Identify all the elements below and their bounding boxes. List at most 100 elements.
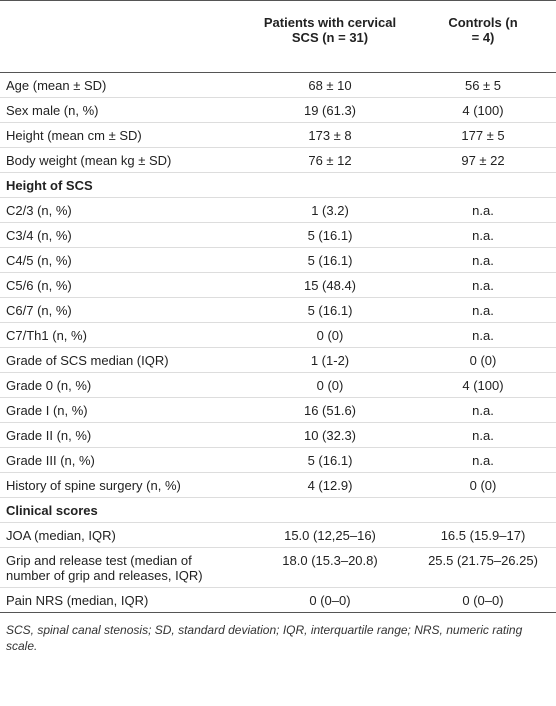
table-row: C4/5 (n, %) 5 (16.1) n.a. (0, 247, 556, 273)
patients-value: 15 (48.4) (303, 278, 357, 293)
patients-cell: 68 ± 10 (250, 72, 410, 98)
controls-value: 4 (100) (462, 378, 504, 393)
row-label: C3/4 (n, %) (6, 228, 72, 243)
row-label-cell: Sex male (n, %) (0, 97, 250, 123)
table-row: Grip and release test (median of number … (0, 547, 556, 588)
row-label: C4/5 (n, %) (6, 253, 72, 268)
header-cell (0, 0, 250, 73)
patients-cell: 5 (16.1) (250, 222, 410, 248)
row-label-cell: Grip and release test (median of number … (0, 547, 250, 588)
patients-cell: 0 (0) (250, 322, 410, 348)
data-table: Patients with cervical SCS (n = 31) Cont… (0, 0, 556, 613)
patients-value: 0 (0) (316, 378, 344, 393)
header-controls: Controls (n = 4) (448, 15, 518, 45)
row-label: Height (mean cm ± SD) (6, 128, 142, 143)
controls-cell: 4 (100) (410, 97, 556, 123)
patients-cell: 15.0 (12,25–16) (250, 522, 410, 548)
controls-value: 56 ± 5 (464, 78, 502, 93)
row-label: C5/6 (n, %) (6, 278, 72, 293)
patients-value: 0 (0) (316, 328, 344, 343)
patients-value: 76 ± 12 (308, 153, 352, 168)
row-label: C2/3 (n, %) (6, 203, 72, 218)
table-row: Sex male (n, %) 19 (61.3) 4 (100) (0, 97, 556, 123)
row-label-cell: C4/5 (n, %) (0, 247, 250, 273)
row-label: C7/Th1 (n, %) (6, 328, 87, 343)
table-row: Height (mean cm ± SD) 173 ± 8 177 ± 5 (0, 122, 556, 148)
table-row: Grade II (n, %) 10 (32.3) n.a. (0, 422, 556, 448)
patients-value: 5 (16.1) (307, 228, 353, 243)
table-row: Grade III (n, %) 5 (16.1) n.a. (0, 447, 556, 473)
patients-cell: 173 ± 8 (250, 122, 410, 148)
header-cell: Controls (n = 4) (410, 0, 556, 73)
patients-cell: 5 (16.1) (250, 297, 410, 323)
row-label-cell: C7/Th1 (n, %) (0, 322, 250, 348)
row-label: C6/7 (n, %) (6, 303, 72, 318)
controls-cell: 4 (100) (410, 372, 556, 398)
row-label-cell: Height (mean cm ± SD) (0, 122, 250, 148)
patients-cell: 15 (48.4) (250, 272, 410, 298)
row-label-cell: Grade III (n, %) (0, 447, 250, 473)
table-row: Pain NRS (median, IQR) 0 (0–0) 0 (0–0) (0, 587, 556, 613)
row-label-cell: C6/7 (n, %) (0, 297, 250, 323)
table-row: C7/Th1 (n, %) 0 (0) n.a. (0, 322, 556, 348)
row-label-cell: Body weight (mean kg ± SD) (0, 147, 250, 173)
patients-cell: 10 (32.3) (250, 422, 410, 448)
table-body: Age (mean ± SD) 68 ± 10 56 ± 5 Sex male (n,… (0, 72, 556, 613)
row-label: JOA (median, IQR) (6, 528, 116, 543)
patients-value: 173 ± 8 (308, 128, 352, 143)
row-label-cell: Pain NRS (median, IQR) (0, 587, 250, 613)
patients-value: 5 (16.1) (307, 303, 353, 318)
controls-cell: 0 (0) (410, 472, 556, 498)
row-label: Pain NRS (median, IQR) (6, 593, 149, 608)
table-row: Body weight (mean kg ± SD) 76 ± 12 97 ± 22 (0, 147, 556, 173)
table-row: Height of SCS (0, 172, 556, 198)
patients-cell: 16 (51.6) (250, 397, 410, 423)
controls-cell: n.a. (410, 422, 556, 448)
row-label-cell: History of spine surgery (n, %) (0, 472, 250, 498)
controls-value: 97 ± 22 (461, 153, 505, 168)
footnote: SCS, spinal canal stenosis; SD, standard… (6, 623, 523, 653)
row-label: Grade 0 (n, %) (6, 378, 92, 393)
controls-cell: n.a. (410, 222, 556, 248)
controls-value: n.a. (472, 453, 494, 468)
controls-cell: 97 ± 22 (410, 147, 556, 173)
patients-cell: 1 (3.2) (250, 197, 410, 223)
section-label: Clinical scores (0, 497, 556, 523)
patients-value: 5 (16.1) (307, 253, 353, 268)
controls-cell: n.a. (410, 272, 556, 298)
table-row: C5/6 (n, %) 15 (48.4) n.a. (0, 272, 556, 298)
table-row: C6/7 (n, %) 5 (16.1) n.a. (0, 297, 556, 323)
controls-value: 16.5 (15.9–17) (440, 528, 526, 543)
table-row: Clinical scores (0, 497, 556, 523)
row-label-cell: Age (mean ± SD) (0, 72, 250, 98)
table-row: Age (mean ± SD) 68 ± 10 56 ± 5 (0, 72, 556, 98)
controls-value: n.a. (472, 303, 494, 318)
controls-value: n.a. (472, 203, 494, 218)
controls-cell: n.a. (410, 322, 556, 348)
controls-value: 0 (0) (469, 478, 497, 493)
controls-cell: n.a. (410, 247, 556, 273)
row-label-cell: C2/3 (n, %) (0, 197, 250, 223)
controls-value: n.a. (472, 278, 494, 293)
row-label: Sex male (n, %) (6, 103, 99, 118)
controls-value: n.a. (472, 228, 494, 243)
header-patients: Patients with cervical SCS (n = 31) (263, 15, 397, 45)
patients-cell: 5 (16.1) (250, 447, 410, 473)
row-label-cell: C5/6 (n, %) (0, 272, 250, 298)
patients-value: 0 (0–0) (309, 593, 351, 608)
controls-cell: 25.5 (21.75–26.25) (410, 547, 556, 588)
controls-cell: n.a. (410, 397, 556, 423)
row-label-cell: Grade 0 (n, %) (0, 372, 250, 398)
controls-value: n.a. (472, 328, 494, 343)
row-label: Grade I (n, %) (6, 403, 88, 418)
patients-cell: 1 (1-2) (250, 347, 410, 373)
controls-value: 0 (0–0) (462, 593, 504, 608)
patients-cell: 18.0 (15.3–20.8) (250, 547, 410, 588)
table-row: JOA (median, IQR) 15.0 (12,25–16) 16.5 (15… (0, 522, 556, 548)
row-label: Age (mean ± SD) (6, 78, 107, 93)
table-row: Grade I (n, %) 16 (51.6) n.a. (0, 397, 556, 423)
row-label: Grip and release test (median of number … (6, 553, 203, 583)
table-row: Grade of SCS median (IQR) 1 (1-2) 0 (0) (0, 347, 556, 373)
patients-cell: 4 (12.9) (250, 472, 410, 498)
